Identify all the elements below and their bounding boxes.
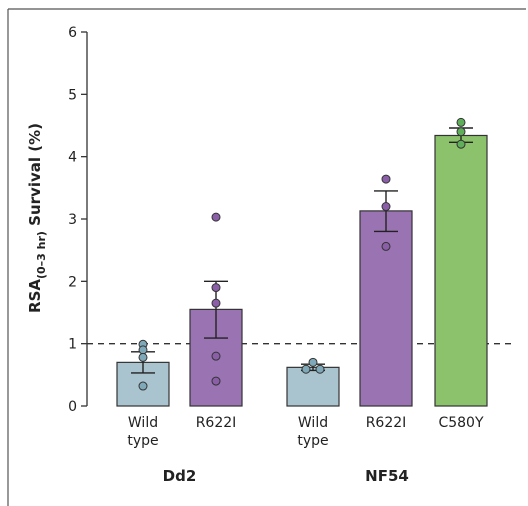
data-points [138, 117, 466, 391]
bar [286, 366, 340, 407]
data-point [211, 212, 221, 222]
group-labels: Dd2 NF54 [163, 467, 409, 485]
x-axis-labels: Wild type R622I Wild type R622I C580Y [127, 415, 484, 449]
y-axis: 0 1 2 3 4 5 6 [68, 25, 88, 415]
data-point [381, 202, 391, 212]
data-point [211, 283, 221, 293]
x-tick-label: R622I [196, 415, 237, 431]
data-point [456, 127, 466, 137]
data-point [211, 376, 221, 386]
y-axis-title: RSA(0–3 hr) Survival (%) [26, 123, 48, 313]
y-tick-label: 3 [68, 212, 77, 228]
group-label: NF54 [365, 467, 409, 485]
data-point [301, 364, 311, 374]
bar [434, 134, 488, 407]
y-tick-label: 1 [68, 337, 77, 353]
bar [359, 210, 413, 407]
x-tick-label: type [127, 433, 158, 449]
data-point [381, 241, 391, 251]
data-point [315, 364, 325, 374]
panel-border [7, 8, 526, 506]
data-point [211, 351, 221, 361]
data-point [308, 357, 318, 367]
y-tick-label: 0 [68, 399, 77, 415]
data-point [381, 174, 391, 184]
x-tick-label: R622I [366, 415, 407, 431]
x-tick-label: C580Y [438, 415, 483, 431]
x-tick-label: Wild [298, 415, 328, 431]
x-tick-label: Wild [128, 415, 158, 431]
data-point [138, 352, 148, 362]
data-point [138, 345, 148, 355]
error-bars [131, 127, 473, 374]
group-label: Dd2 [163, 467, 197, 485]
y-tick-label: 6 [68, 25, 77, 41]
data-point [456, 117, 466, 127]
y-tick-label: 5 [68, 87, 77, 103]
x-tick-label: type [297, 433, 328, 449]
y-tick-label: 4 [68, 150, 77, 166]
data-point [211, 298, 221, 308]
data-point [138, 381, 148, 391]
y-tick-label: 2 [68, 274, 77, 290]
data-point [456, 139, 466, 149]
bars [116, 134, 488, 407]
